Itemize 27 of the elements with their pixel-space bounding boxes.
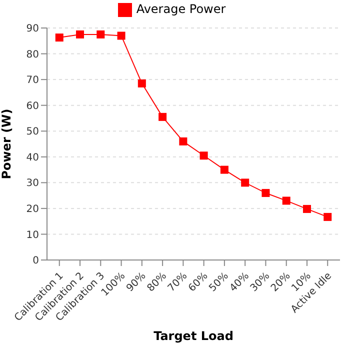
y-tick-label: 70 bbox=[26, 75, 39, 86]
point bbox=[55, 34, 64, 42]
y-tick-label: 60 bbox=[26, 100, 39, 112]
point bbox=[117, 32, 126, 40]
point bbox=[96, 30, 105, 38]
y-tick-label: 20 bbox=[26, 204, 39, 215]
x-axis-title: Target Load bbox=[154, 329, 234, 343]
point bbox=[241, 178, 250, 187]
y-axis-title: Power (W) bbox=[0, 108, 14, 180]
y-tick-label: 30 bbox=[26, 178, 39, 190]
y-tick-label: 10 bbox=[26, 230, 39, 241]
point bbox=[282, 196, 290, 205]
y-tick-label: 40 bbox=[26, 152, 39, 164]
y-tick-label: 50 bbox=[26, 126, 39, 138]
y-tick-label: 90 bbox=[26, 24, 39, 35]
point bbox=[179, 137, 188, 146]
point bbox=[138, 79, 146, 88]
y-tick-label: 0 bbox=[32, 256, 39, 267]
point bbox=[76, 30, 84, 38]
point bbox=[324, 212, 332, 221]
y-tick-label: 80 bbox=[26, 49, 39, 60]
point bbox=[158, 112, 167, 121]
point bbox=[200, 152, 208, 160]
point bbox=[262, 188, 270, 197]
point bbox=[302, 204, 311, 213]
legend-label: Average Power bbox=[136, 2, 226, 16]
point bbox=[220, 166, 228, 174]
